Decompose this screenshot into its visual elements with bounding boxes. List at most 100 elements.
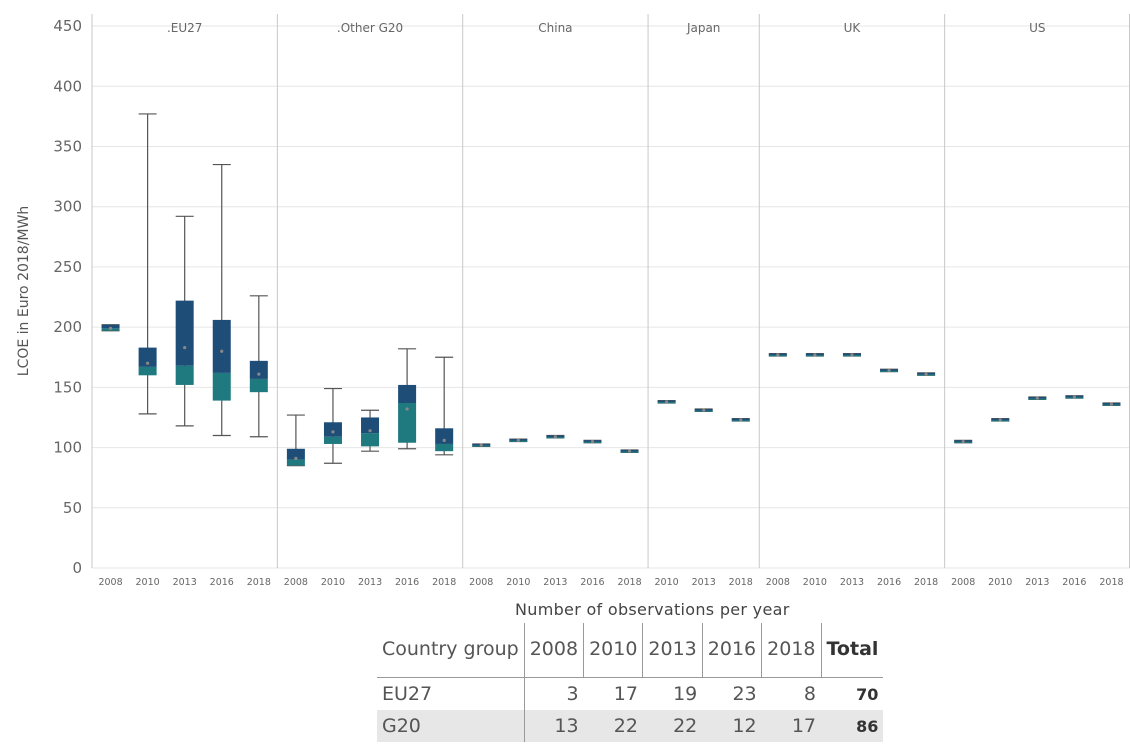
x-tick-label: 2018	[617, 577, 641, 588]
x-tick-label: 2013	[173, 577, 197, 588]
header-2013: 2013	[642, 623, 703, 678]
observations-title: Number of observations per year	[515, 600, 790, 619]
box-lower	[286, 459, 305, 466]
box-lower	[323, 436, 342, 444]
box-mean-marker	[590, 439, 595, 444]
box-lower	[138, 366, 157, 376]
x-tick-label: 2018	[1099, 577, 1123, 588]
header-2010: 2010	[583, 623, 643, 678]
table-cell: 22	[642, 710, 703, 742]
box-mean-marker	[1072, 395, 1076, 399]
box-mean-marker	[516, 438, 520, 442]
box-mean-marker	[1109, 402, 1114, 406]
panel-title: US	[1029, 21, 1045, 35]
observations-table: Country group 2008 2010 2013 2016 2018 T…	[377, 623, 884, 742]
box-lower	[361, 433, 380, 447]
header-country-group: Country group	[382, 638, 519, 660]
table-cell: 19	[673, 683, 698, 705]
box-upper	[101, 324, 120, 329]
panel-title: China	[538, 21, 572, 35]
box-mean-marker	[961, 439, 965, 444]
box-mean-marker	[183, 346, 187, 350]
box-mean-marker	[108, 326, 113, 330]
table-cell: 17	[613, 683, 638, 705]
x-tick-label: 2013	[1025, 577, 1049, 588]
box-lower	[398, 403, 417, 443]
table-row: EU27 3 17 19 23 8 70	[377, 677, 883, 710]
box-upper	[249, 360, 268, 379]
box-mean-marker	[702, 408, 706, 412]
box-lower	[435, 443, 454, 452]
x-tick-label: 2008	[469, 577, 493, 588]
x-tick-label: 2008	[766, 577, 790, 588]
box-mean-marker	[665, 400, 669, 404]
box-upper	[212, 319, 231, 373]
x-tick-label: 2013	[543, 577, 567, 588]
header-2016: 2016	[701, 623, 762, 678]
y-tick-label: 300	[53, 198, 82, 216]
box-mean-marker	[998, 418, 1002, 422]
box-mean-marker	[553, 435, 557, 439]
box-upper	[361, 417, 380, 434]
box-mean-marker	[146, 361, 150, 365]
y-tick-label: 100	[53, 439, 82, 457]
box-mean-marker	[368, 429, 372, 433]
y-tick-label: 200	[53, 318, 82, 336]
y-tick-label: 150	[53, 378, 82, 396]
box-mean-marker	[850, 353, 854, 357]
table-cell: 17	[761, 710, 821, 742]
table-row: G20 13 22 22 12 17 86	[377, 710, 884, 742]
header-2018: 2018	[761, 623, 821, 678]
header-2008: 2008	[523, 623, 584, 678]
plot-background	[92, 14, 1130, 568]
x-tick-label: 2010	[803, 577, 827, 588]
x-tick-label: 2010	[136, 577, 160, 588]
box-upper	[175, 300, 194, 366]
x-tick-label: 2018	[432, 577, 456, 588]
x-tick-label: 2016	[877, 577, 901, 588]
header-total: Total	[820, 623, 884, 678]
table-cell: 3	[566, 683, 579, 705]
box-mean-marker	[739, 418, 743, 422]
x-tick-label: 2016	[395, 577, 419, 588]
x-tick-label: 2013	[840, 577, 864, 588]
panel-title: .EU27	[167, 21, 202, 35]
x-tick-label: 2010	[321, 577, 345, 588]
box-upper	[323, 422, 342, 437]
box-mean-marker	[442, 438, 446, 442]
y-tick-label: 250	[53, 258, 82, 276]
panel-title: .Other G20	[337, 21, 403, 35]
y-tick-label: 0	[72, 559, 82, 577]
box-upper	[138, 347, 157, 367]
panel-title: UK	[844, 21, 862, 35]
x-tick-label: 2008	[284, 577, 308, 588]
x-tick-label: 2008	[98, 577, 122, 588]
x-tick-label: 2016	[1062, 577, 1086, 588]
box-upper	[286, 448, 305, 460]
x-tick-label: 2013	[692, 577, 716, 588]
box-mean-marker	[776, 353, 780, 357]
box-lower	[175, 365, 194, 385]
x-tick-label: 2016	[580, 577, 604, 588]
lcoe-box-plot-chart: 0 50 100 150 200 250 300 350 400 450 LCOE in Euro …	[16, 14, 1130, 588]
box-upper	[435, 428, 454, 444]
box-mean-marker	[257, 372, 261, 376]
x-tick-label: 2018	[914, 577, 938, 588]
x-tick-label: 2018	[247, 577, 271, 588]
box-mean-marker	[220, 349, 224, 353]
box-mean-marker	[813, 353, 817, 357]
table-header-row: Country group 2008 2010 2013 2016 2018 T…	[377, 623, 884, 678]
box-upper	[398, 384, 417, 404]
box-mean-marker	[405, 407, 409, 411]
y-tick-label: 350	[53, 137, 82, 155]
box-mean-marker	[924, 372, 928, 376]
box-mean-marker	[627, 449, 632, 453]
y-tick-label: 50	[63, 499, 82, 517]
x-tick-label: 2013	[358, 577, 382, 588]
panel-title: Japan	[686, 21, 720, 35]
x-tick-label: 2010	[655, 577, 679, 588]
table-cell: 22	[583, 710, 643, 742]
table-cell: 23	[732, 683, 757, 705]
box-mean-marker	[331, 430, 335, 434]
x-tick-label: 2010	[506, 577, 530, 588]
